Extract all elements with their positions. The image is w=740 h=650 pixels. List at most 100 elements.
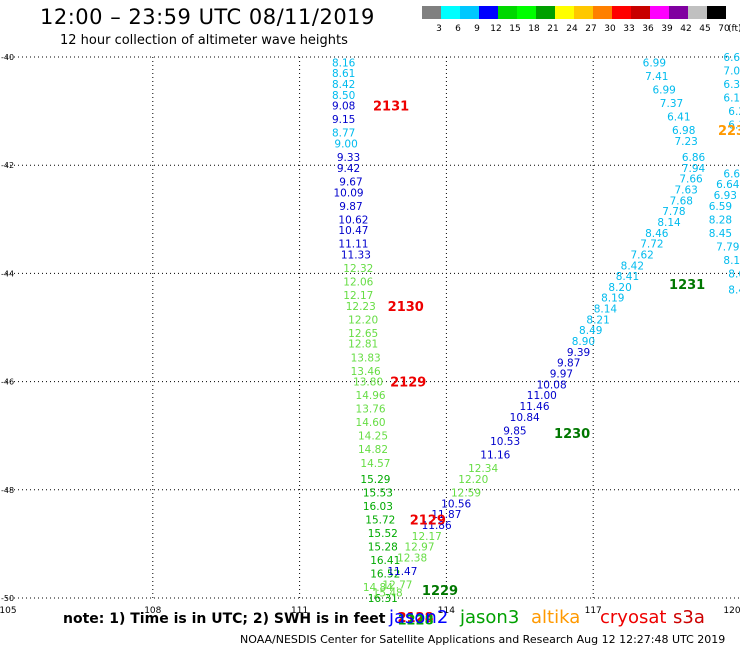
colorbar-swatch: [593, 6, 612, 19]
swh-value: 8.50: [332, 90, 355, 102]
swh-value: 11.00: [527, 390, 557, 402]
colorbar-label: 36: [642, 24, 654, 34]
swh-value: 10.84: [510, 412, 540, 424]
swh-value: 8.77: [332, 128, 355, 140]
x-tick-label: 105: [0, 606, 17, 616]
y-tick-label: -50: [1, 594, 14, 603]
swh-value: 9.85: [503, 425, 526, 437]
colorbar-label: 33: [623, 24, 634, 34]
colorbar-label: 6: [455, 24, 461, 34]
swh-value: 9.33: [337, 152, 360, 164]
swh-value: 12.97: [404, 542, 434, 554]
swh-value: 14.84: [363, 582, 393, 594]
swh-value: 6.59: [709, 201, 732, 213]
swh-value: 15.52: [368, 528, 398, 540]
swh-value: 14.96: [356, 390, 386, 402]
swh-value: 11.87: [431, 509, 461, 521]
colorbar-label: 42: [680, 24, 691, 34]
colorbar-swatch: [555, 6, 574, 19]
colorbar-swatch: [517, 6, 536, 19]
swh-value: 10.56: [441, 498, 471, 510]
swh-value: 8.61: [332, 68, 355, 80]
swh-value: 8.16: [332, 57, 356, 69]
pass-time-label: 2129: [410, 514, 446, 529]
colorbar-label: 27: [585, 24, 596, 34]
swh-value: 8.21: [586, 314, 609, 326]
swh-value: 9.87: [339, 201, 362, 213]
data-points: 8.168.618.428.509.089.158.779.009.339.42…: [332, 52, 740, 605]
colorbar-swatch: [574, 6, 593, 19]
colorbar-swatch: [688, 6, 707, 19]
x-tick-label: 120: [723, 606, 740, 616]
swh-value: 11.11: [338, 239, 368, 251]
swh-value: 14.60: [356, 417, 386, 429]
swh-value: 6.64: [723, 52, 740, 64]
swh-value: 11.46: [519, 401, 549, 413]
swh-value: 10.53: [490, 436, 520, 448]
colorbar-label: 70: [718, 24, 730, 34]
swh-value: 12.23: [346, 301, 376, 313]
swh-value: 16.41: [370, 555, 400, 567]
chart-title: 12:00 – 23:59 UTC 08/11/2019: [40, 5, 375, 29]
satellite-legend-jason3: jason3: [460, 607, 520, 628]
swh-value: 8.14: [594, 304, 618, 316]
swh-value: 16.31: [368, 593, 398, 605]
colorbar-swatch: [669, 6, 688, 19]
swh-value: 6.98: [672, 125, 695, 137]
colorbar-label: 15: [509, 24, 520, 34]
colorbar-swatch: [650, 6, 669, 19]
colorbar-swatch: [479, 6, 498, 19]
colorbar-swatch: [612, 6, 631, 19]
satellite-legend-altika: altika: [531, 607, 581, 628]
swh-value: 13.46: [351, 366, 381, 378]
x-tick-label: 117: [585, 606, 602, 616]
swh-value: 8.14: [657, 217, 681, 229]
x-tick-label: 111: [291, 606, 308, 616]
swh-value: 7.66: [679, 174, 703, 186]
colorbar-label: 45: [699, 24, 710, 34]
y-tick-label: -46: [1, 378, 14, 387]
swh-value: 14.57: [360, 458, 390, 470]
colorbar-label: 12: [490, 24, 501, 34]
colorbar-label: 39: [661, 24, 673, 34]
swh-value: 7.94: [682, 163, 706, 175]
pass-time-label: 1230: [554, 427, 590, 442]
swh-value: 9.00: [334, 139, 357, 151]
swh-value: 10.47: [338, 225, 368, 237]
x-tick-label: 108: [144, 606, 161, 616]
colorbar-swatch: [536, 6, 555, 19]
swh-value: 14.82: [358, 444, 388, 456]
swh-value: 12.17: [412, 531, 442, 543]
swh-value: 9.42: [337, 163, 360, 175]
swh-value: 9.67: [339, 176, 362, 188]
swh-value: 13.83: [351, 352, 381, 364]
swh-value: 14.25: [358, 431, 388, 443]
swh-value: 8.49: [579, 325, 602, 337]
swh-value: 9.39: [567, 347, 590, 359]
colorbar-swatch: [422, 6, 441, 19]
swh-value: 7.63: [674, 185, 697, 197]
swh-value: 9.08: [332, 101, 355, 113]
swh-value: 9.87: [557, 358, 580, 370]
swh-value: 13.76: [356, 404, 386, 416]
swh-value: 6.99: [652, 84, 675, 96]
swh-value: 6.93: [714, 190, 737, 202]
swh-value: 11.47: [387, 566, 417, 578]
pass-time-label: 1231: [669, 278, 705, 293]
colorbar-swatch: [460, 6, 479, 19]
swh-value: 13.80: [353, 377, 383, 389]
note-text: note: 1) Time is in UTC; 2) SWH is in fe…: [63, 611, 386, 627]
pass-time-label: 1228: [397, 614, 433, 629]
swh-value: 6.17: [723, 93, 740, 105]
pass-time-label: 1229: [422, 584, 458, 599]
swh-value: 6.61: [723, 168, 740, 180]
swh-value: 6.64: [716, 179, 740, 191]
swh-value: 7.05: [723, 66, 740, 78]
swh-value: 7.37: [660, 98, 683, 110]
pass-time-label: 2130: [388, 300, 424, 315]
swh-value: 8.45: [709, 228, 732, 240]
swh-value: 12.65: [348, 328, 378, 340]
swh-value: 11.86: [422, 520, 452, 532]
